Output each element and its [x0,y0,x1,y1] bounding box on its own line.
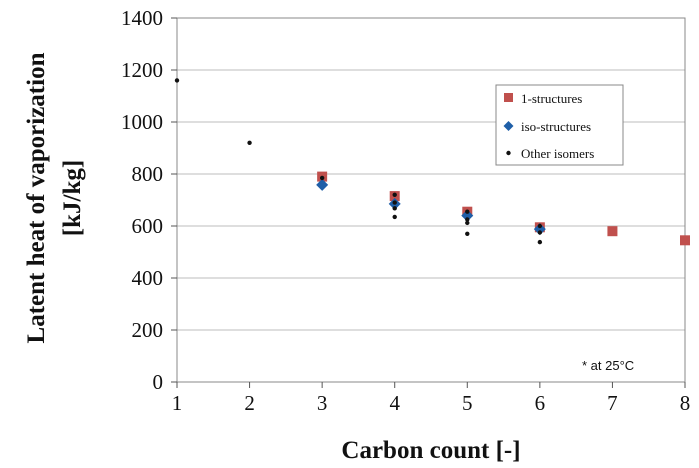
y-axis-title-line1: Latent heat of vaporization [23,52,50,343]
x-tick-label: 4 [389,391,400,415]
x-tick-label: 7 [607,391,618,415]
temperature-note: * at 25°C [582,358,634,373]
y-tick-label: 200 [132,318,164,342]
y-tick-label: 0 [153,370,164,394]
x-tick-label: 8 [680,391,691,415]
point-dot [537,223,543,229]
x-tick-label: 5 [462,391,473,415]
point-dot [465,220,470,226]
point-dot [392,206,397,211]
x-axis: 1 2 3 4 5 6 7 8 [172,382,691,415]
point-dot [392,200,397,205]
legend-label-1-structures: 1-structures [521,91,582,106]
legend-marker-other-isomers [506,150,511,156]
legend-box [495,84,624,166]
point-diamond [461,209,474,222]
point-dot [392,192,397,197]
point-dot [465,231,470,236]
y-tick-label: 800 [132,162,164,186]
point-dot [537,230,543,235]
point-dot [247,140,252,145]
y-tick-label: 1200 [121,58,163,82]
x-tick-label: 6 [535,391,546,415]
y-tick-label: 400 [132,266,164,290]
x-axis-title: Carbon count [-] [341,437,520,464]
legend-marker-iso-structures [503,121,514,131]
legend: 1-structures iso-structures Other isomer… [495,84,624,166]
point-dot [319,175,325,181]
series-other-isomers [174,78,543,245]
y-tick-label: 1400 [121,6,163,30]
grid-lines [177,69,685,331]
legend-label-iso-structures: iso-structures [521,119,591,134]
legend-label-other-isomers: Other isomers [521,146,594,161]
y-axis-title-line2: [kJ/kg] [59,160,86,236]
y-axis: 0 200 400 600 800 1000 1200 1400 [121,6,177,394]
y-tick-label: 600 [132,214,164,238]
point-dot [174,78,180,83]
data-points [174,78,690,246]
point-square [607,226,618,237]
point-diamond [533,223,546,236]
point-diamond [316,178,329,191]
plot-area-frame [176,17,686,383]
y-tick-label: 1000 [121,110,163,134]
series-1-structures [317,171,690,246]
point-dot [465,217,470,222]
x-tick-label: 3 [317,391,328,415]
series-iso-structures [316,178,546,236]
x-tick-label: 1 [172,391,183,415]
legend-marker-1-structures [504,93,513,102]
point-dot [465,209,470,214]
x-tick-label: 2 [244,391,255,415]
point-square [680,235,690,246]
point-dot [537,239,543,245]
point-dot [392,214,397,220]
